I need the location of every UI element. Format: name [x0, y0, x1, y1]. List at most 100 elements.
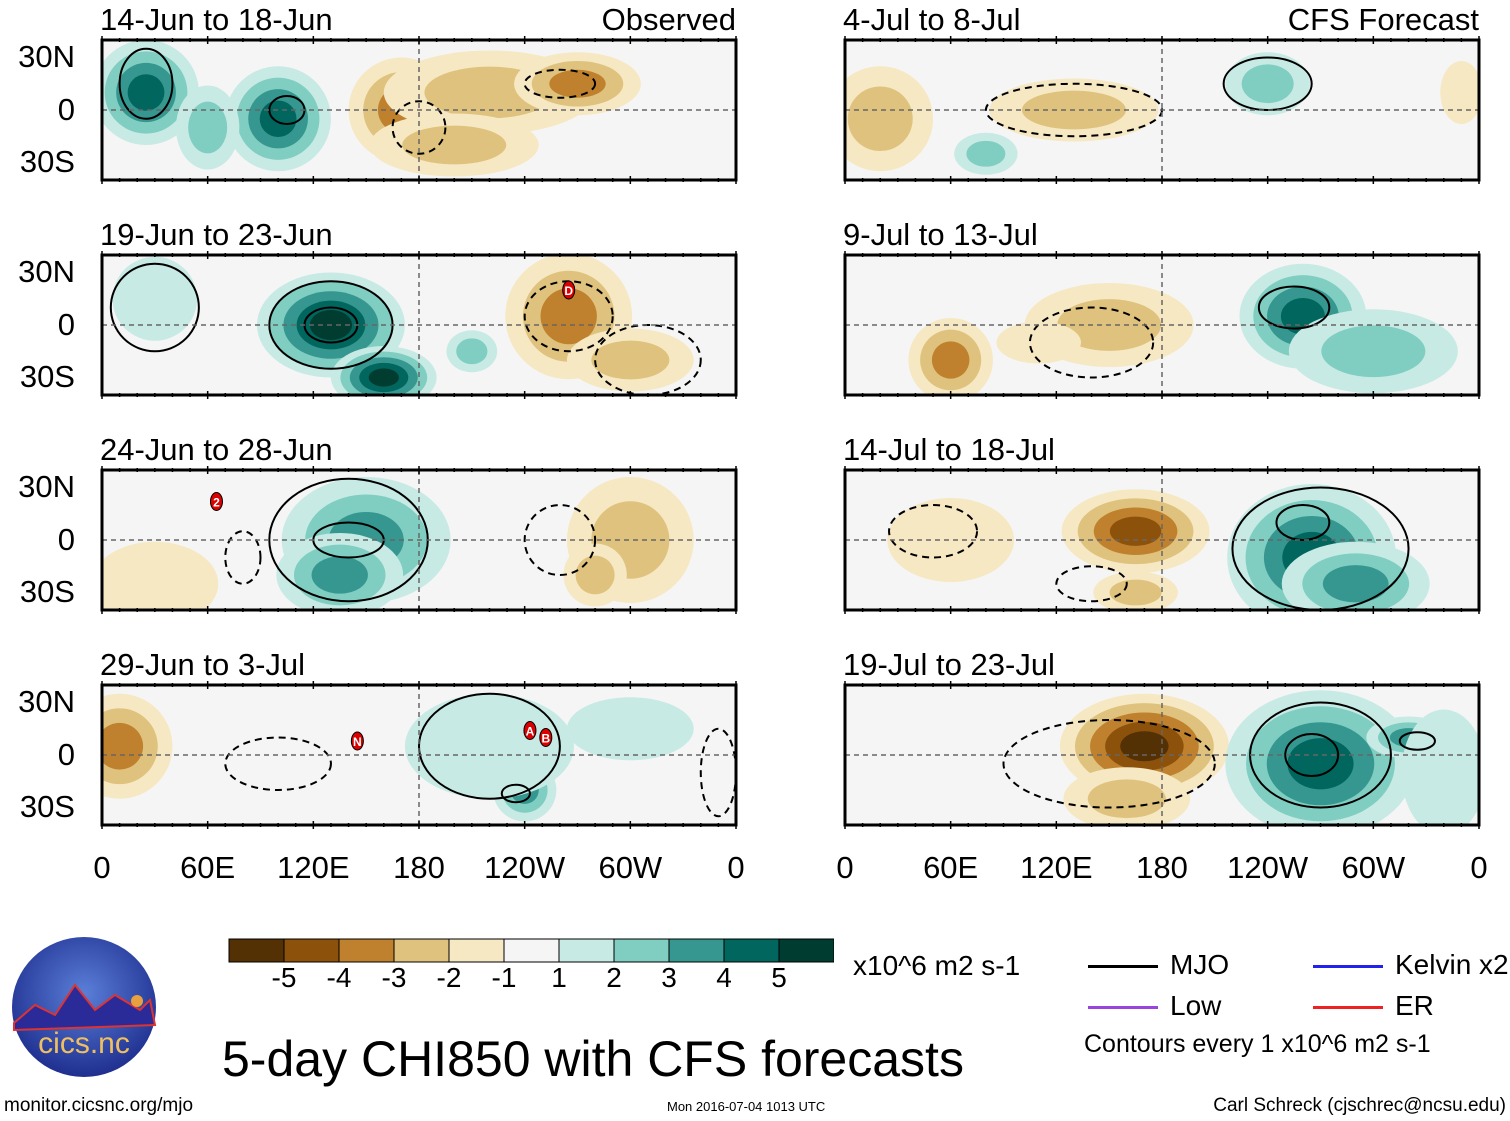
colorbar-swatch [283, 938, 340, 963]
anomaly-shading [931, 341, 970, 379]
anomaly-shading [102, 541, 219, 610]
anomaly-shading [847, 86, 913, 152]
anomaly-shading [311, 556, 368, 594]
anomaly-shading [1401, 709, 1479, 825]
mjo-contour [500, 783, 531, 804]
colorbar-swatch [393, 938, 450, 963]
panel-title: 14-Jun to 18-Jun [100, 2, 333, 37]
legend-line [1088, 965, 1158, 968]
x-tick-label: 60W [598, 850, 663, 885]
anomaly-shading [188, 101, 228, 154]
anomaly-shading [549, 69, 606, 98]
panel-title: 19-Jun to 23-Jun [100, 217, 333, 252]
y-tick-label: 30S [19, 144, 75, 179]
x-tick-label: 120W [1227, 850, 1309, 885]
map-panel [843, 466, 1481, 614]
x-tick-label: 60E [923, 850, 979, 885]
legend-line [1313, 965, 1383, 968]
anomaly-shading [1241, 64, 1294, 104]
colorbar-tick: -2 [436, 962, 462, 993]
svg-text:N: N [353, 735, 362, 749]
map-panel: D [100, 251, 738, 399]
storm-marker: D [562, 280, 576, 300]
y-tick-label: 30N [18, 469, 75, 504]
y-tick-label: 30S [19, 359, 75, 394]
units-label: x10^6 m2 s-1 [853, 950, 1021, 981]
mjo-contour [699, 727, 736, 818]
panel-title: 14-Jul to 18-Jul [843, 432, 1055, 467]
x-tick-label: 0 [727, 850, 745, 885]
storm-marker: N [350, 731, 364, 751]
panel-title: 24-Jun to 28-Jun [100, 432, 333, 467]
mjo-contour [1002, 719, 1216, 809]
anomaly-shading [102, 722, 144, 770]
anomaly-shading [966, 140, 1006, 167]
anomaly-shading [575, 555, 615, 595]
colorbar-swatch [668, 938, 725, 963]
panel-title: 9-Jul to 13-Jul [843, 217, 1038, 252]
colorbar-swatch [228, 938, 285, 963]
colorbar-tick: 1 [551, 962, 567, 993]
logo-text: cics.nc [38, 1027, 130, 1060]
legend-label: ER [1395, 990, 1434, 1021]
mjo-contour [523, 504, 597, 576]
mjo-contour [888, 504, 979, 559]
anomaly-shading [591, 340, 670, 380]
mjo-contour [1398, 731, 1436, 751]
footer-author: Carl Schreck (cjschrec@ncsu.edu) [1213, 1095, 1506, 1116]
colorbar-swatch [613, 938, 670, 963]
mjo-contour [1284, 733, 1340, 777]
anomaly-shading [1287, 738, 1354, 790]
anomaly-shading [1321, 325, 1426, 378]
mjo-contour [1222, 56, 1313, 111]
colorbar-swatch [558, 938, 615, 963]
panel-title: 4-Jul to 8-Jul [843, 2, 1021, 37]
anomaly-shading [887, 498, 1015, 582]
y-tick-label: 30N [18, 684, 75, 719]
map-panel: 2 [100, 466, 738, 614]
y-tick-label: 30N [18, 39, 75, 74]
map-panel: N A B [100, 681, 738, 829]
colorbar-swatch [503, 938, 560, 963]
y-tick-label: 0 [57, 306, 75, 342]
panel-title: 29-Jun to 3-Jul [100, 647, 306, 682]
colorbar-swatch [448, 938, 505, 963]
mjo-contour [118, 47, 174, 120]
x-tick-label: 0 [1470, 850, 1488, 885]
y-tick-label: 0 [57, 521, 75, 557]
x-tick-label: 0 [836, 850, 854, 885]
colorbar-tick: 3 [661, 962, 677, 993]
anomaly-shading [566, 697, 694, 761]
mjo-contour [1275, 504, 1331, 541]
panel-tag: CFS Forecast [1287, 2, 1479, 37]
x-tick-label: 180 [393, 850, 445, 885]
y-tick-label: 30N [18, 254, 75, 289]
mjo-contour [1028, 306, 1155, 379]
x-tick-label: 180 [1136, 850, 1188, 885]
chart-title: 5-day CHI850 with CFS forecasts [222, 1031, 964, 1087]
svg-text:2: 2 [213, 496, 220, 510]
colorbar-tick: 5 [771, 962, 787, 993]
y-tick-label: 30S [19, 789, 75, 824]
x-tick-label: 60W [1341, 850, 1406, 885]
colorbar-tick: -3 [381, 962, 407, 993]
map-panel [843, 251, 1481, 399]
anomaly-shading [127, 74, 165, 111]
anomaly-shading [456, 338, 488, 365]
footer-timestamp: Mon 2016-07-04 1013 UTC [667, 1099, 826, 1114]
mjo-contour [1231, 486, 1410, 610]
x-tick-label: 120W [484, 850, 566, 885]
x-tick-label: 0 [93, 850, 111, 885]
anomaly-shading [259, 100, 297, 138]
anomaly-shading [996, 321, 1081, 364]
anomaly-shading [540, 288, 597, 345]
mjo-contour [418, 692, 561, 800]
x-tick-label: 60E [180, 850, 236, 885]
storm-marker: B [539, 728, 553, 747]
colorbar-tick: 2 [606, 962, 622, 993]
legend-label: Kelvin x2 [1395, 949, 1509, 980]
legend-label: Low [1170, 990, 1222, 1021]
anomaly-shading [368, 368, 399, 387]
colorbar-tick: -4 [326, 962, 352, 993]
